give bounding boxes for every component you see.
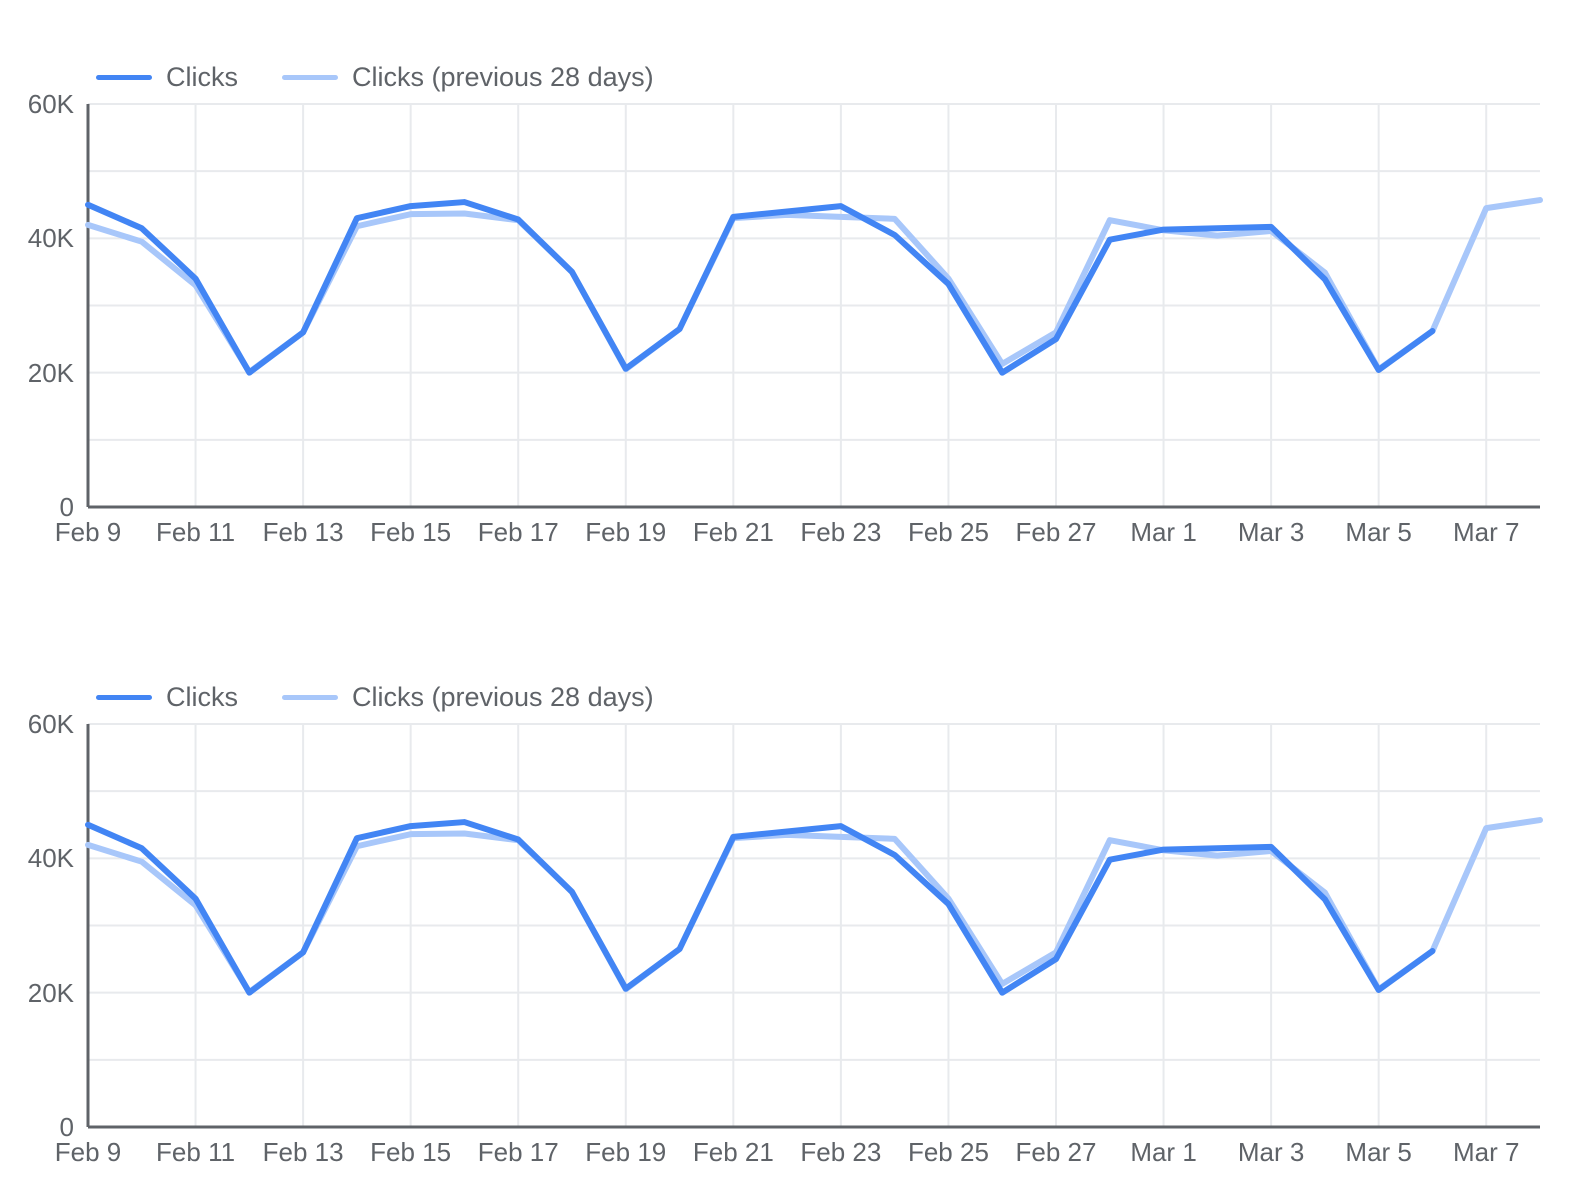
y-axis-labels: 0 20K 40K 60K [0,620,74,1180]
y-axis-tick-label: 20K [27,357,74,388]
x-axis-labels: Feb 9 Feb 11 Feb 13 Feb 15 Feb 17 Feb 19 Feb 2… [0,620,1572,1180]
line-chart-svg [85,103,1543,509]
x-axis-tick-label: Mar 1 [1130,1137,1197,1167]
x-axis-tick-label: Feb 21 [692,517,774,547]
y-axis-tick-label: 0 [59,1112,74,1142]
legend-item-clicks[interactable]: Clicks [96,62,238,92]
x-axis-tick-label: Feb 9 [54,517,122,547]
series-line-clicks [85,199,1436,376]
legend-label: Clicks (previous 28 days) [352,62,654,92]
x-axis-tick-label: Feb 19 [585,517,667,547]
x-axis-tick-label: Mar 7 [1452,1137,1520,1167]
legend-label: Clicks [166,62,238,92]
x-axis-tick-label: Feb 11 [156,517,236,547]
y-axis-tick-label: 60K [27,89,74,119]
legend-item-clicks-previous[interactable]: Clicks (previous 28 days) [282,62,654,92]
clicks-chart-top: Clicks Clicks (previous 28 days) 0 20K 40K… [0,0,1572,560]
x-axis-tick-label: Feb 13 [262,1137,344,1167]
x-axis-tick-label: Feb 17 [477,517,559,547]
legend-label: Clicks [166,682,238,712]
plot-area: 0 20K 40K 60K Feb 9 Feb 11 Feb 13 Feb 15 Feb 17… [0,0,1572,560]
x-axis-tick-label: Mar 3 [1237,1137,1305,1167]
y-axis-tick-label: 20K [27,977,74,1008]
x-axis-tick-label: Mar 5 [1345,517,1412,547]
x-axis-tick-label: Feb 25 [907,1137,989,1167]
x-axis-tick-label: Feb 21 [692,1137,774,1167]
y-axis-tick-label: 0 [59,492,74,522]
legend-item-clicks[interactable]: Clicks [96,682,238,712]
x-axis-tick-label: Feb 13 [262,517,344,547]
y-axis-tick-label: 60K [27,709,74,739]
x-axis-tick-label: Feb 19 [585,1137,667,1167]
y-axis-tick-label: 40K [27,843,74,874]
x-axis-labels: Feb 9 Feb 11 Feb 13 Feb 15 Feb 17 Feb 19 Feb 2… [0,0,1572,560]
x-axis-tick-label: Feb 23 [800,1137,882,1167]
chart-legend: Clicks Clicks (previous 28 days) [96,680,654,714]
legend-swatch-line-icon [96,74,152,80]
chart-legend: Clicks Clicks (previous 28 days) [96,60,654,94]
legend-swatch-line-icon [282,694,338,700]
line-chart-svg [85,723,1543,1129]
x-axis-tick-label: Feb 11 [156,1137,236,1167]
y-axis-tick-label: 40K [27,223,74,254]
legend-item-clicks-previous[interactable]: Clicks (previous 28 days) [282,682,654,712]
x-axis-tick-label: Mar 7 [1452,517,1520,547]
x-axis-tick-label: Feb 15 [370,1137,452,1167]
x-axis-tick-label: Mar 3 [1237,517,1305,547]
x-axis-tick-label: Feb 25 [907,517,989,547]
x-axis-tick-label: Mar 1 [1130,517,1197,547]
x-axis-tick-label: Feb 27 [1015,1137,1097,1167]
x-axis-tick-label: Feb 17 [477,1137,559,1167]
series-line-clicks [85,819,1436,996]
x-axis-tick-label: Feb 23 [800,517,882,547]
y-axis-labels: 0 20K 40K 60K [0,0,74,560]
plot-area: 0 20K 40K 60K Feb 9 Feb 11 Feb 13 Feb 15 Feb 17… [0,620,1572,1180]
x-axis-tick-label: Feb 9 [54,1137,122,1167]
legend-swatch-line-icon [282,74,338,80]
x-axis-tick-label: Feb 15 [370,517,452,547]
x-axis-tick-label: Mar 5 [1345,1137,1412,1167]
x-axis-tick-label: Feb 27 [1015,517,1097,547]
legend-label: Clicks (previous 28 days) [352,682,654,712]
clicks-chart-bottom: Clicks Clicks (previous 28 days) 0 20K 40K… [0,620,1572,1180]
legend-swatch-line-icon [96,694,152,700]
